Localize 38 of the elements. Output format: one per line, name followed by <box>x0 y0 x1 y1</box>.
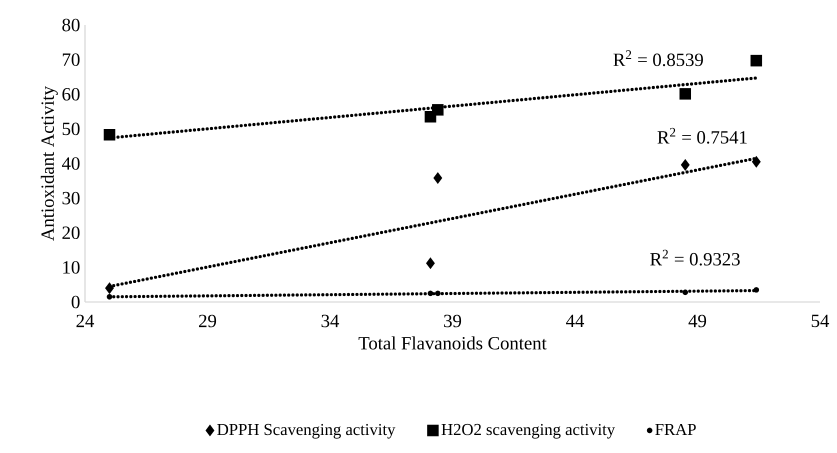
y-tick-label: 30 <box>62 192 80 204</box>
y-tick-label: 10 <box>63 261 80 274</box>
legend-label: H2O2 scavenging activity <box>442 424 616 439</box>
legend-label: DPPH Scavenging activity <box>217 424 396 439</box>
y-tick-label: 60 <box>62 88 80 101</box>
x-tick-label: 29 <box>198 314 216 328</box>
annotation: R$^{2}$ = 0.9323 <box>650 250 740 266</box>
x-axis-title: Total Flavanoids Content <box>358 336 547 350</box>
point <box>432 104 444 116</box>
y-tick-label: 20 <box>62 226 80 240</box>
y-tick-label: 40 <box>62 157 80 170</box>
annotation: R$^{2}$ = 0.8539 <box>613 50 703 66</box>
point <box>105 282 114 294</box>
point <box>680 159 690 171</box>
x-tick-label: 54 <box>812 314 830 328</box>
y-tick-label: 50 <box>62 122 80 136</box>
point <box>428 290 434 296</box>
point <box>435 290 441 296</box>
point <box>750 54 762 66</box>
point <box>433 172 442 184</box>
y-axis-title: Antioxidant Activity <box>40 86 58 241</box>
point <box>752 156 761 168</box>
y-tick-label: 0 <box>72 296 80 308</box>
y-tick-label: 70 <box>62 53 80 66</box>
x-tick-label: 34 <box>322 314 340 328</box>
x-tick-label: 24 <box>76 314 94 328</box>
point <box>104 129 116 141</box>
point <box>426 257 435 269</box>
x-tick-label: 39 <box>444 314 462 328</box>
x-tick-label: 44 <box>566 314 584 327</box>
legend-label: FRAP <box>655 424 696 435</box>
point <box>679 88 692 100</box>
annotation: R$^{2}$ = 0.7541 <box>658 128 747 144</box>
y-tick-label: 80 <box>62 18 80 32</box>
point <box>754 287 760 293</box>
point <box>106 294 112 300</box>
x-tick-label: 49 <box>688 314 706 328</box>
point <box>682 290 688 296</box>
